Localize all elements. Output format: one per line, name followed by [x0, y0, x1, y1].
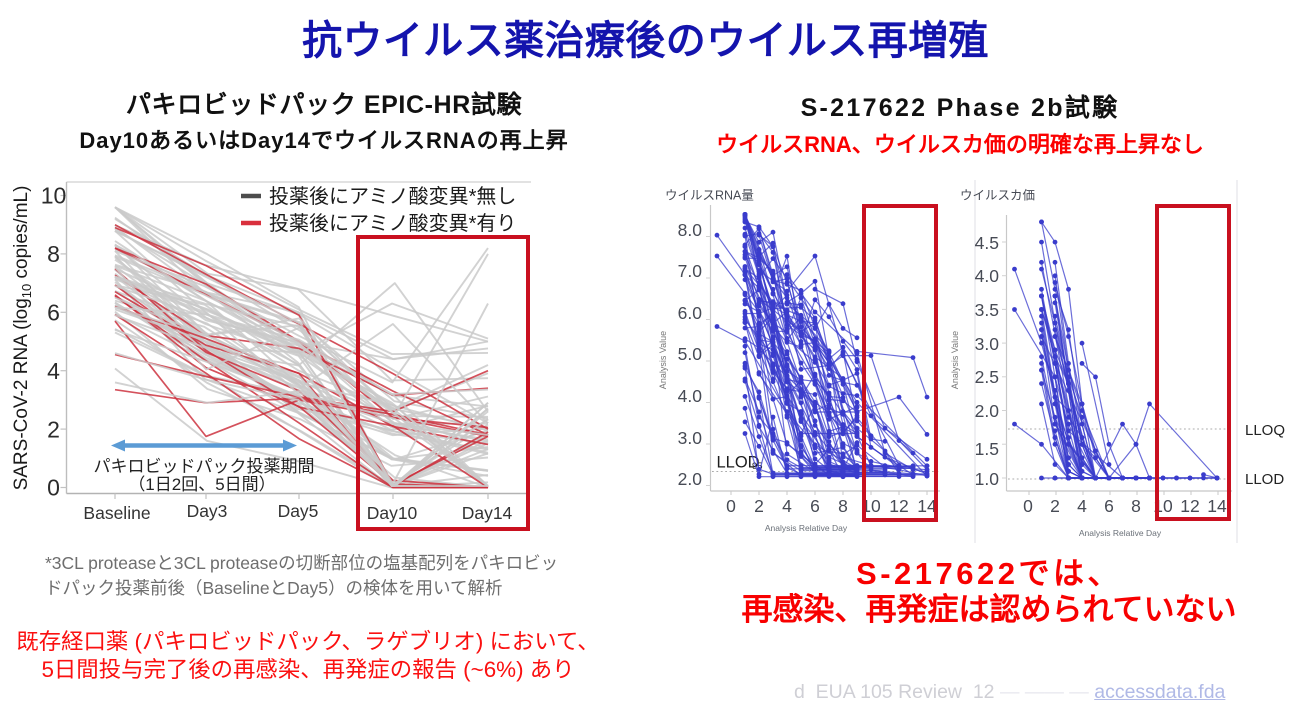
svg-text:Analysis Relative Day: Analysis Relative Day — [765, 523, 848, 533]
svg-text:ウイルスカ価: ウイルスカ価 — [960, 189, 1035, 203]
svg-text:LLOD: LLOD — [1245, 471, 1284, 488]
svg-text:12: 12 — [889, 496, 908, 516]
svg-text:3.0: 3.0 — [678, 428, 703, 448]
svg-text:6: 6 — [1104, 496, 1114, 516]
svg-text:投薬後にアミノ酸変異*無し: 投薬後にアミノ酸変異*無し — [269, 185, 516, 208]
svg-text:2: 2 — [754, 496, 764, 516]
svg-text:ウイルスRNA量: ウイルスRNA量 — [665, 189, 754, 203]
svg-text:4.0: 4.0 — [678, 386, 703, 406]
svg-text:1.5: 1.5 — [975, 439, 999, 459]
svg-text:Analysis Relative Day: Analysis Relative Day — [1079, 528, 1162, 538]
svg-text:7.0: 7.0 — [678, 261, 703, 281]
svg-text:14: 14 — [917, 496, 937, 516]
svg-text:4: 4 — [782, 496, 792, 516]
svg-text:投薬後にアミノ酸変異*有り: 投薬後にアミノ酸変異*有り — [269, 212, 516, 235]
svg-text:14: 14 — [1207, 496, 1227, 516]
svg-text:8: 8 — [1131, 496, 1141, 516]
svg-text:SARS-CoV-2 RNA (log10 copies/m: SARS-CoV-2 RNA (log10 copies/mL) — [11, 186, 34, 491]
svg-text:4.5: 4.5 — [975, 233, 999, 253]
svg-text:Day5: Day5 — [278, 501, 319, 521]
svg-text:12: 12 — [1180, 496, 1199, 516]
svg-text:（1日2回、5日間）: （1日2回、5日間） — [128, 475, 275, 494]
svg-text:5.0: 5.0 — [678, 344, 703, 364]
svg-text:2: 2 — [1050, 496, 1060, 516]
svg-text:3.5: 3.5 — [975, 300, 999, 320]
svg-text:6: 6 — [810, 496, 820, 516]
svg-text:パキロビッドパック投薬期間: パキロビッドパック投薬期間 — [94, 457, 315, 476]
svg-text:0: 0 — [47, 475, 60, 501]
svg-text:95: 95 — [752, 461, 763, 472]
svg-text:2: 2 — [47, 417, 60, 443]
svg-text:4: 4 — [1077, 496, 1087, 516]
svg-text:8: 8 — [47, 241, 60, 267]
svg-text:1.0: 1.0 — [975, 469, 1000, 489]
svg-text:Baseline: Baseline — [83, 503, 150, 523]
svg-text:2.0: 2.0 — [678, 469, 703, 489]
svg-text:2.0: 2.0 — [975, 401, 1000, 421]
svg-text:6.0: 6.0 — [678, 303, 703, 323]
svg-text:2.5: 2.5 — [975, 367, 999, 387]
svg-text:LLOQ: LLOQ — [1245, 422, 1285, 439]
svg-text:Day3: Day3 — [187, 501, 228, 521]
svg-text:0: 0 — [1023, 496, 1033, 516]
svg-text:8.0: 8.0 — [678, 220, 703, 240]
svg-text:LLOD: LLOD — [717, 454, 760, 472]
svg-text:3.0: 3.0 — [975, 334, 1000, 354]
svg-text:Day14: Day14 — [462, 503, 513, 523]
svg-text:8: 8 — [838, 496, 848, 516]
svg-text:6: 6 — [47, 300, 60, 326]
svg-text:10: 10 — [41, 183, 67, 209]
svg-text:Day10: Day10 — [367, 503, 418, 523]
svg-text:Analysis Value: Analysis Value — [658, 331, 668, 389]
svg-text:0: 0 — [726, 496, 736, 516]
svg-text:Analysis Value: Analysis Value — [950, 331, 960, 389]
svg-text:10: 10 — [861, 496, 881, 516]
svg-text:4: 4 — [47, 358, 60, 384]
svg-text:4.0: 4.0 — [975, 266, 1000, 286]
